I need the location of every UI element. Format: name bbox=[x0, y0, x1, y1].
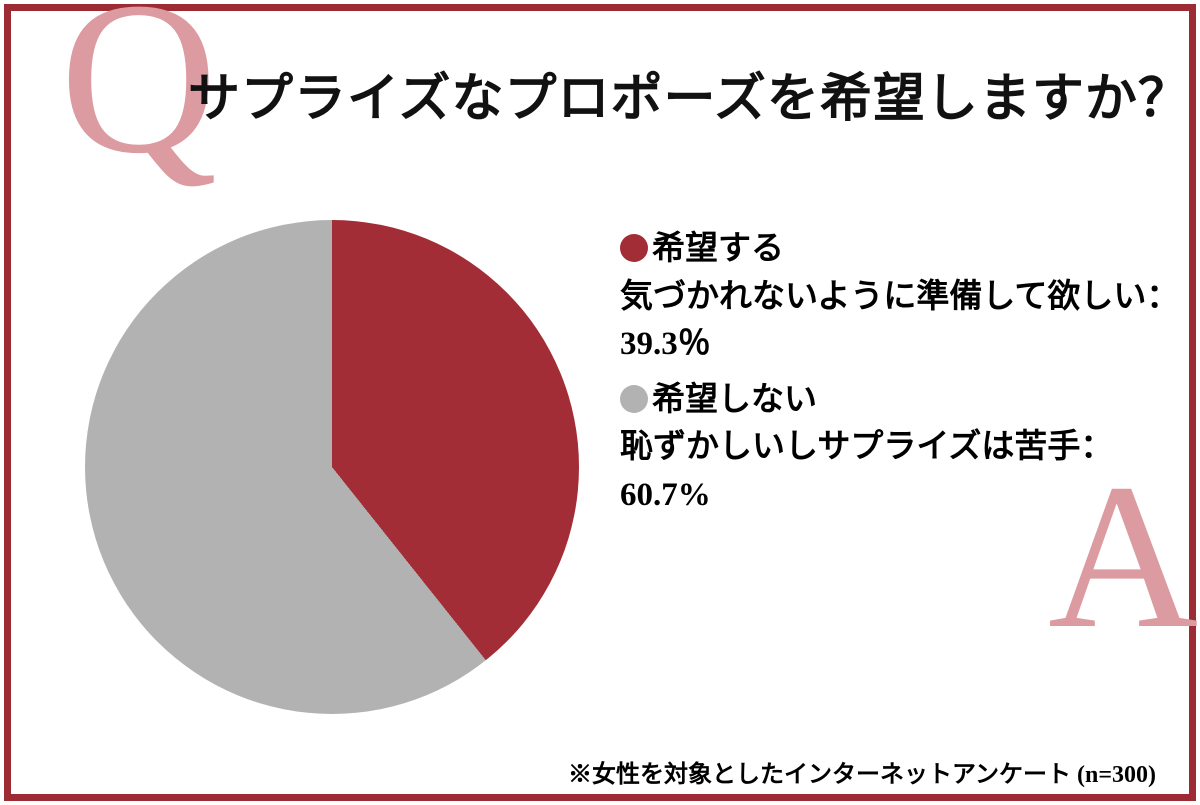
legend-label-row: 希望しない bbox=[620, 377, 1179, 425]
legend-description: 気づかれないように準備して欲しい： bbox=[620, 278, 1180, 315]
page-title: サプライズなプロポーズを希望しますか？ bbox=[188, 71, 1191, 128]
legend-marker bbox=[620, 384, 648, 413]
legend-item-no: 希望しない 恥ずかしいしサプライズは苦手： 60.7% bbox=[620, 377, 1179, 520]
survey-footnote: ※女性を対象としたインターネットアンケート (n=300) bbox=[567, 762, 1156, 788]
legend-value: 39.3％ bbox=[620, 326, 711, 363]
pie-chart bbox=[85, 220, 579, 714]
legend-marker bbox=[620, 234, 648, 262]
answer-letter: A bbox=[1048, 441, 1199, 671]
legend-description: 恥ずかしいしサプライズは苦手： bbox=[620, 429, 1114, 466]
legend-item-yes: 希望する 気づかれないように準備して欲しい： 39.3％ bbox=[620, 226, 1179, 369]
legend-label: 希望しない bbox=[652, 381, 817, 418]
legend-label: 希望する bbox=[652, 231, 784, 267]
question-letter: Q bbox=[60, 0, 218, 199]
legend: 希望する 気づかれないように準備して欲しい： 39.3％ 希望しない 恥ずかしい… bbox=[620, 226, 1179, 519]
legend-label-row: 希望する bbox=[620, 226, 1179, 274]
legend-value: 60.7% bbox=[620, 476, 711, 513]
